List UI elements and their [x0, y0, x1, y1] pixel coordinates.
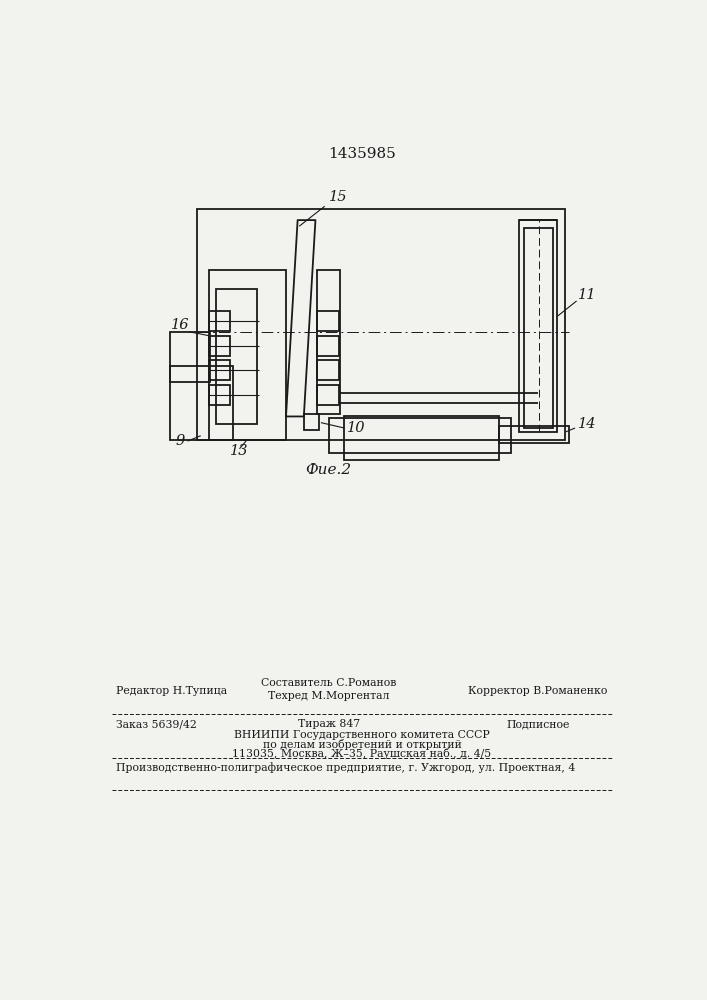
Bar	[209, 311, 230, 331]
Bar	[524, 228, 554, 428]
Text: Корректор В.Романенко: Корректор В.Романенко	[468, 686, 607, 696]
Bar	[216, 289, 257, 424]
Bar	[317, 385, 339, 405]
Text: Составитель С.Романов: Составитель С.Романов	[261, 678, 397, 688]
Text: 9: 9	[175, 434, 185, 448]
Bar	[317, 360, 339, 380]
Text: 11: 11	[578, 288, 597, 302]
Bar	[304, 414, 320, 430]
Bar	[329, 418, 510, 453]
Bar	[499, 426, 569, 443]
Text: 15: 15	[329, 190, 347, 204]
Text: 1435985: 1435985	[328, 147, 396, 161]
Bar	[170, 332, 210, 382]
Text: Тираж 847: Тираж 847	[298, 719, 360, 729]
Bar	[317, 270, 340, 414]
Bar	[209, 336, 230, 356]
Bar	[209, 270, 286, 440]
Text: 13: 13	[230, 444, 249, 458]
Text: ВНИИПИ Государственного комитета СССР: ВНИИПИ Государственного комитета СССР	[234, 730, 490, 740]
Text: 10: 10	[346, 421, 365, 435]
Text: по делам изобретений и открытий: по делам изобретений и открытий	[262, 739, 462, 750]
Bar	[197, 209, 565, 440]
Bar	[209, 385, 230, 405]
Bar	[317, 336, 339, 356]
Text: 14: 14	[578, 417, 597, 431]
Text: Техред М.Моргентал: Техред М.Моргентал	[268, 691, 390, 701]
Bar	[344, 416, 499, 460]
Bar	[317, 311, 339, 331]
Bar	[518, 220, 557, 432]
Text: Подписное: Подписное	[506, 719, 570, 729]
Text: Заказ 5639/42: Заказ 5639/42	[115, 719, 197, 729]
Text: Производственно-полиграфическое предприятие, г. Ужгород, ул. Проектная, 4: Производственно-полиграфическое предприя…	[115, 762, 575, 773]
Bar	[170, 366, 233, 440]
Text: 16: 16	[170, 318, 189, 332]
Text: 113035, Москва, Ж–35, Раушская наб., д. 4/5: 113035, Москва, Ж–35, Раушская наб., д. …	[233, 748, 491, 759]
Text: Редактор Н.Тупица: Редактор Н.Тупица	[115, 686, 227, 696]
Bar	[209, 360, 230, 380]
Text: Фие.2: Фие.2	[305, 463, 351, 477]
